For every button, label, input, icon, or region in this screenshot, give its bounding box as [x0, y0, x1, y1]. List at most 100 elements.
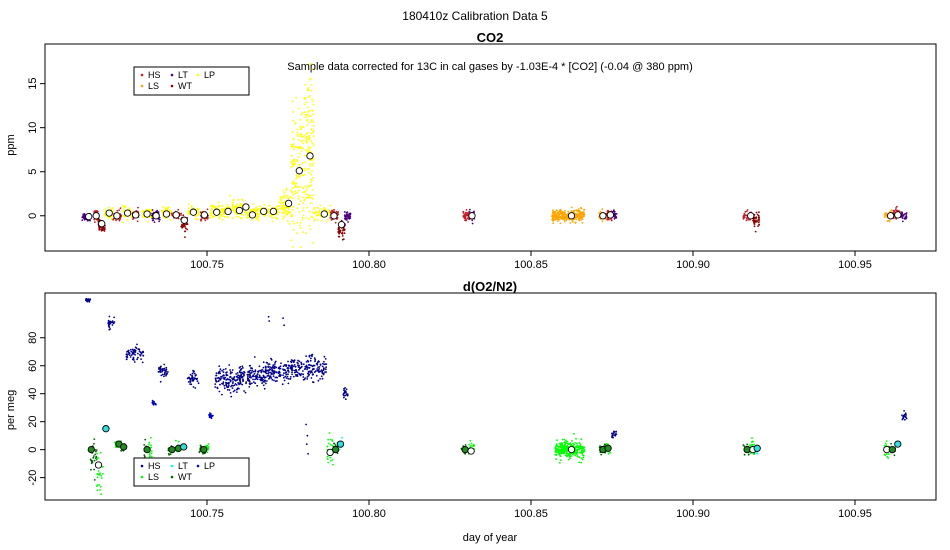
- co2-point-lp: [281, 208, 284, 211]
- co2-point-lp: [301, 161, 304, 164]
- co2-point-lp: [320, 208, 322, 210]
- co2-point-hs: [206, 218, 209, 220]
- co2-point-lp: [279, 207, 282, 210]
- co2-point-hs: [608, 218, 610, 221]
- o2n2-point-ls: [207, 445, 210, 448]
- o2n2-point-hs: [343, 389, 346, 392]
- co2-point-lp: [284, 212, 286, 214]
- o2n2-point-hs: [264, 365, 267, 368]
- o2n2-point-hs: [163, 367, 166, 370]
- o2n2-point-hs: [282, 368, 284, 371]
- o2n2-point-ls: [101, 465, 104, 468]
- co2-point-wt: [343, 229, 346, 232]
- co2-point-lp: [258, 213, 260, 216]
- o2n2-point-hs: [323, 363, 326, 366]
- o2n2-point-hs: [239, 381, 242, 384]
- co2-point-hs: [462, 210, 465, 213]
- co2-point-lp: [211, 208, 213, 211]
- o2n2-point-wt: [95, 450, 97, 453]
- co2-point-lp: [312, 198, 314, 200]
- o2n2-point-hs: [343, 394, 345, 397]
- co2-point-lp: [295, 96, 298, 99]
- o2n2-outlier-point: [268, 320, 271, 322]
- co2-point-lp: [282, 201, 285, 204]
- o2n2-point-hs: [904, 418, 906, 421]
- co2-point-lp: [299, 125, 302, 128]
- co2-point-lp: [242, 214, 245, 216]
- co2-point-lp: [305, 116, 307, 119]
- o2n2-y-axis-label: per meg: [5, 390, 17, 430]
- co2-point-lp: [317, 207, 319, 210]
- co2-point-lp: [328, 209, 331, 212]
- o2n2-mean-marker: [120, 443, 128, 451]
- co2-point-lp: [126, 219, 129, 221]
- co2-point-wt: [756, 213, 759, 216]
- o2n2-point-hs: [343, 392, 346, 395]
- co2-y-axis-label: ppm: [5, 134, 17, 155]
- o2n2-point-ls: [555, 454, 558, 456]
- co2-point-lp: [297, 156, 300, 159]
- co2-point-lp: [222, 213, 225, 215]
- co2-point-lp: [299, 200, 302, 203]
- o2n2-point-ls: [578, 451, 581, 454]
- o2n2-point-wt: [93, 479, 96, 481]
- co2-point-lp: [298, 174, 301, 177]
- o2n2-point-hs: [189, 377, 192, 380]
- co2-point-wt: [181, 226, 184, 229]
- co2-point-lp: [296, 160, 299, 162]
- co2-point-lp: [291, 191, 294, 194]
- co2-point-lp: [324, 208, 327, 211]
- o2n2-point-ls: [576, 448, 579, 451]
- o2n2-point-hs: [281, 383, 284, 386]
- co2-point-lp: [306, 123, 309, 126]
- co2-point-lp: [296, 232, 298, 235]
- co2-mean-marker: [337, 220, 346, 229]
- o2n2-point-hs: [134, 346, 137, 349]
- co2-point-lp: [300, 113, 303, 116]
- co2-point-hs: [895, 207, 897, 209]
- co2-mean-marker: [894, 211, 902, 219]
- co2-point-lp: [323, 207, 325, 209]
- co2-mean-marker: [98, 220, 106, 228]
- o2n2-point-hs: [262, 370, 265, 373]
- o2n2-point-hs: [229, 392, 232, 394]
- co2-point-lt: [468, 210, 471, 213]
- co2-point-lp: [311, 159, 314, 161]
- o2n2-point-hs: [279, 375, 281, 378]
- co2-point-lp: [217, 201, 220, 204]
- co2-point-hs: [93, 210, 96, 213]
- co2-point-wt: [756, 220, 758, 223]
- co2-point-ls: [552, 214, 555, 217]
- co2-point-lp: [220, 209, 222, 212]
- o2n2-point-hs: [225, 382, 228, 384]
- co2-point-lp: [169, 219, 172, 221]
- co2-point-lp: [302, 214, 305, 217]
- co2-point-lp: [311, 109, 314, 112]
- o2n2-point-hs: [218, 378, 221, 380]
- o2n2-point-ls: [468, 443, 470, 446]
- o2n2-point-hs: [231, 384, 233, 387]
- co2-point-lp: [188, 213, 191, 216]
- co2-point-lp: [233, 206, 236, 209]
- o2n2-point-hs: [242, 372, 245, 375]
- co2-point-lp: [312, 135, 315, 138]
- o2n2-point-hs: [273, 379, 275, 382]
- o2n2-point-ls: [564, 445, 567, 447]
- co2-point-wt: [185, 227, 187, 230]
- o2n2-point-hs: [263, 375, 265, 378]
- co2-point-lp: [296, 207, 299, 210]
- co2-point-lt: [158, 218, 161, 221]
- co2-point-lp: [307, 106, 309, 109]
- co2-point-ls: [578, 214, 581, 217]
- o2n2-point-hs: [130, 354, 133, 356]
- co2-point-ls: [562, 216, 564, 219]
- co2-point-lp: [304, 161, 307, 164]
- o2n2-point-ls: [150, 452, 153, 455]
- co2-point-lp: [190, 205, 193, 207]
- o2n2-point-hs: [284, 375, 287, 378]
- o2n2-point-ls: [582, 446, 585, 449]
- co2-point-lt: [156, 209, 159, 212]
- o2n2-point-hs: [269, 375, 272, 378]
- o2n2-point-hs: [192, 369, 195, 372]
